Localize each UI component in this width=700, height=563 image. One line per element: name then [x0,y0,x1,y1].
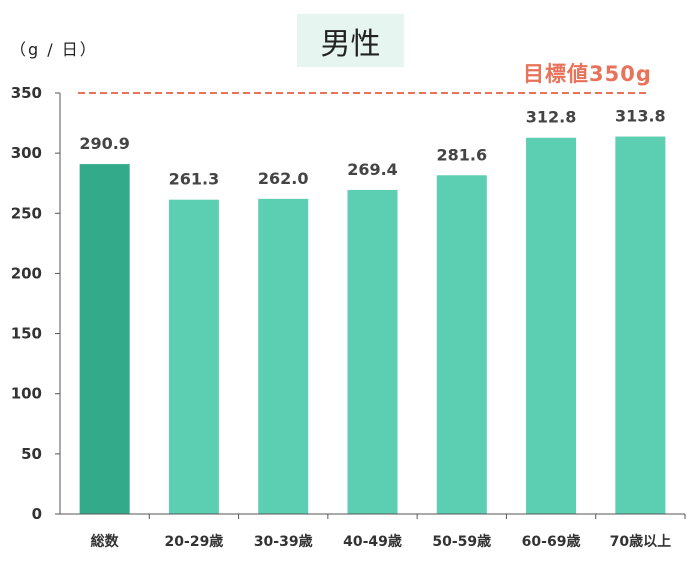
y-tick-label: 250 [11,204,42,222]
bar-4 [436,175,487,514]
value-label-4: 281.6 [436,145,487,164]
category-label-4: 50-59歳 [432,533,491,550]
x-axis: 総数 20-29歳 30-39歳 40-49歳 50-59歳 60-69歳 70歳以上 [60,513,686,550]
category-label-0: 総数 [91,533,120,550]
y-axis-unit-label: （g / 日） [10,40,98,59]
chart-title: 男性 [297,14,404,67]
y-tick-label: 200 [11,264,42,282]
bar-1 [168,199,219,515]
bar-6 [615,136,666,514]
value-label-2: 262.0 [258,169,309,188]
bar-3 [347,189,398,514]
category-label-5: 60-69歳 [522,533,581,550]
value-label-5: 312.8 [526,108,577,127]
category-label-1: 20-29歳 [165,533,224,550]
category-label-2: 30-39歳 [254,533,313,550]
target-label: 目標値350g [523,62,652,86]
bar-0 [79,164,130,514]
value-label-0: 290.9 [79,134,130,153]
value-label-6: 313.8 [615,107,666,126]
y-tick-label: 100 [11,385,42,403]
value-label-3: 269.4 [347,160,398,179]
category-label-3: 40-49歳 [343,533,402,550]
y-tick-label: 0 [32,505,42,523]
y-axis: 0 50 100 150 200 250 300 350 [11,84,61,523]
y-tick-label: 350 [11,84,42,102]
value-label-1: 261.3 [169,170,220,189]
y-tick-label: 300 [11,144,42,162]
bars [79,136,666,515]
y-tick-label: 50 [21,445,42,463]
y-tick-label: 150 [11,325,42,343]
bar-2 [258,198,309,514]
category-label-6: 70歳以上 [610,533,671,550]
bar-5 [526,137,577,515]
value-labels: 290.9 261.3 262.0 269.4 281.6 312.8 313.8 [79,107,665,189]
